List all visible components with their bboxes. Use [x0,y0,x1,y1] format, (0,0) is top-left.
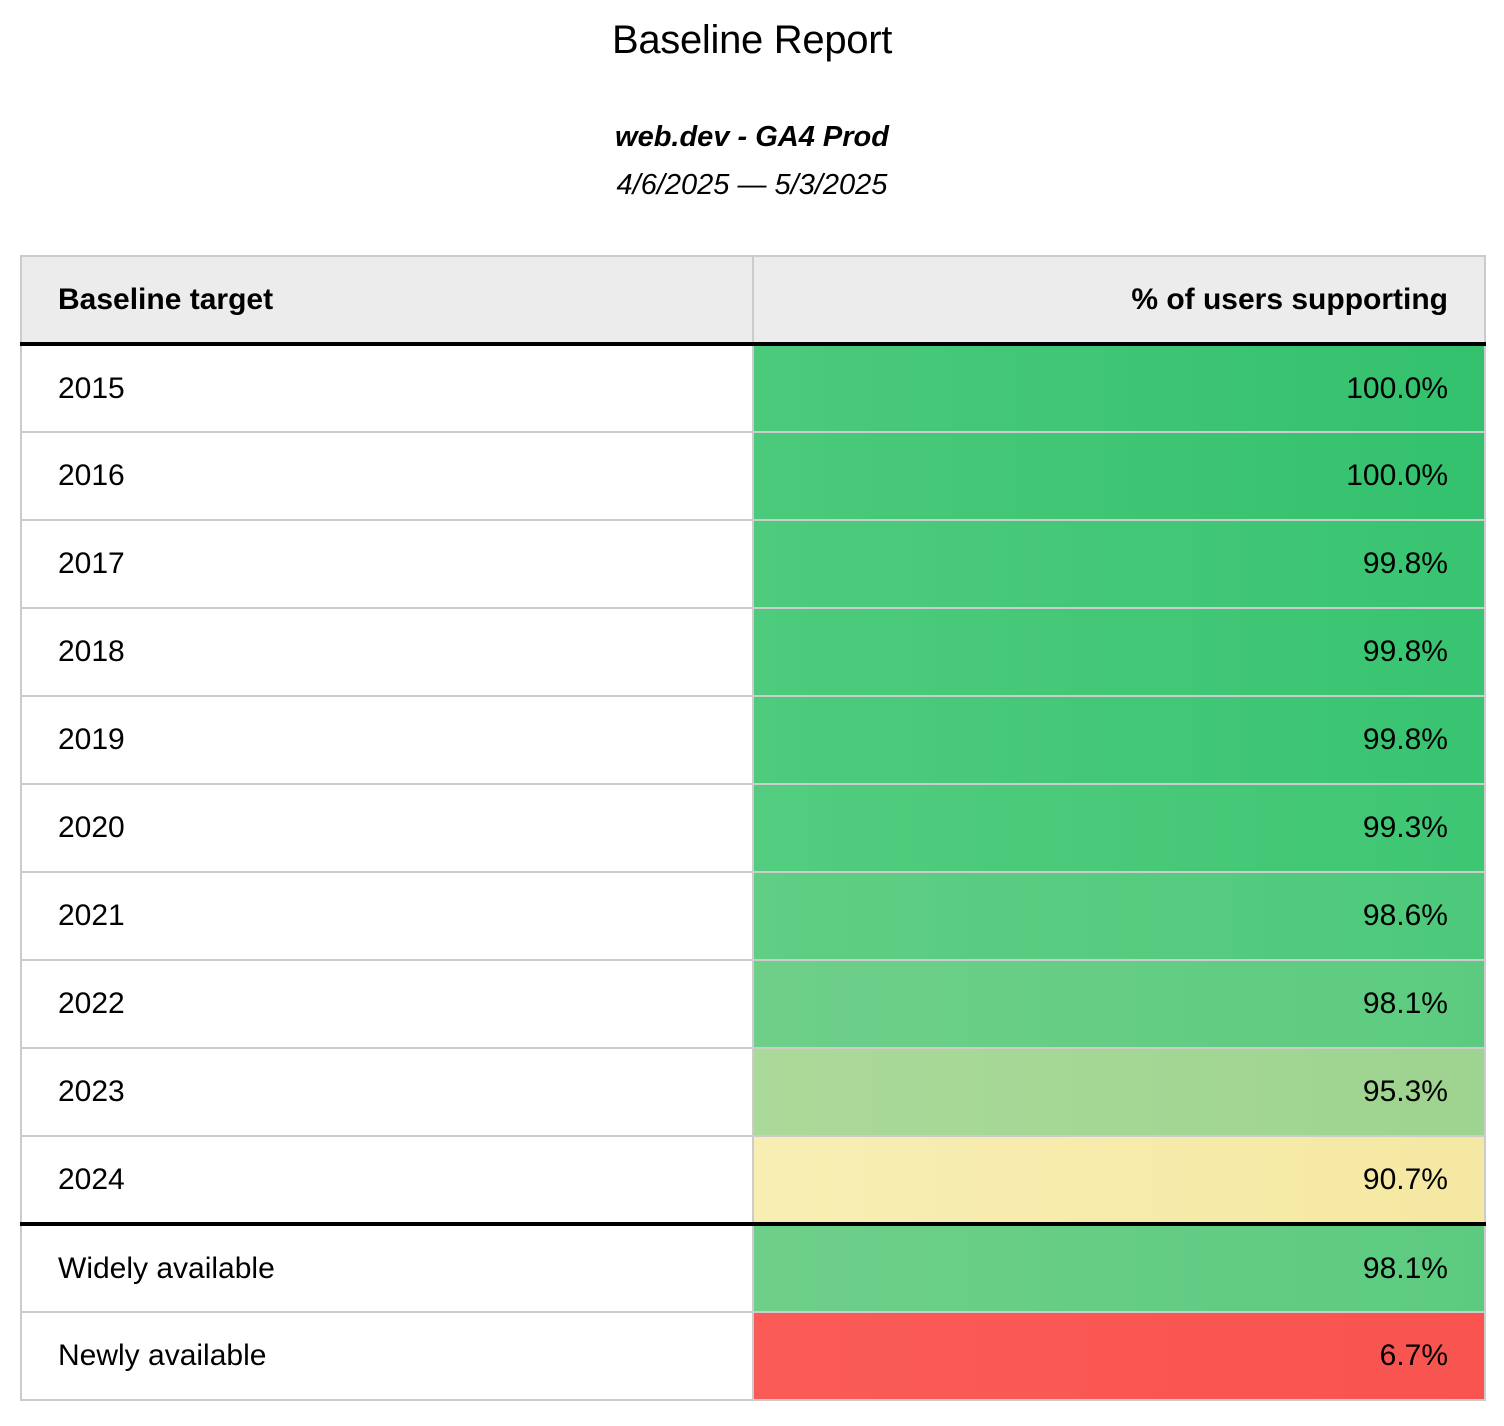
table-header-row: Baseline target % of users supporting [20,255,1486,346]
value-cell: 100.0% [752,343,1486,433]
target-cell: 2022 [20,959,754,1049]
table-row: 2017 99.8% [20,519,1486,609]
value-cell: 99.3% [752,783,1486,873]
column-header-users-supporting: % of users supporting [752,255,1486,346]
target-cell: 2016 [20,431,754,521]
page-title: Baseline Report [611,18,893,62]
baseline-table: Baseline target % of users supporting 20… [20,255,1486,1401]
table-row: 2021 98.6% [20,871,1486,961]
target-cell: 2023 [20,1047,754,1137]
table-row: 2018 99.8% [20,607,1486,697]
value-cell: 98.1% [752,1222,1486,1313]
value-cell: 6.7% [752,1311,1486,1401]
target-cell: 2018 [20,607,754,697]
report-date-range: 4/6/2025 — 5/3/2025 [616,169,888,201]
value-cell: 100.0% [752,431,1486,521]
table-header: Baseline target % of users supporting [20,255,1486,346]
report-subtitle: web.dev - GA4 Prod [615,121,889,153]
value-cell: 99.8% [752,519,1486,609]
value-cell: 90.7% [752,1135,1486,1225]
target-cell: 2015 [20,343,754,433]
table-row: 2019 99.8% [20,695,1486,785]
target-cell: 2017 [20,519,754,609]
table-row: 2024 90.7% [20,1135,1486,1225]
target-cell: 2024 [20,1135,754,1225]
value-cell: 98.6% [752,871,1486,961]
table-row: 2015 100.0% [20,343,1486,433]
value-cell: 98.1% [752,959,1486,1049]
target-cell: Widely available [20,1222,754,1313]
target-cell: 2019 [20,695,754,785]
table-row: 2023 95.3% [20,1047,1486,1137]
target-cell: Newly available [20,1311,754,1401]
table-row: 2022 98.1% [20,959,1486,1049]
table-row: Widely available 98.1% [20,1222,1486,1313]
value-cell: 99.8% [752,607,1486,697]
target-cell: 2020 [20,783,754,873]
table-row: 2016 100.0% [20,431,1486,521]
column-header-baseline-target: Baseline target [20,255,754,346]
table-row: Newly available 6.7% [20,1311,1486,1401]
target-cell: 2021 [20,871,754,961]
value-cell: 95.3% [752,1047,1486,1137]
table-row: 2020 99.3% [20,783,1486,873]
value-cell: 99.8% [752,695,1486,785]
